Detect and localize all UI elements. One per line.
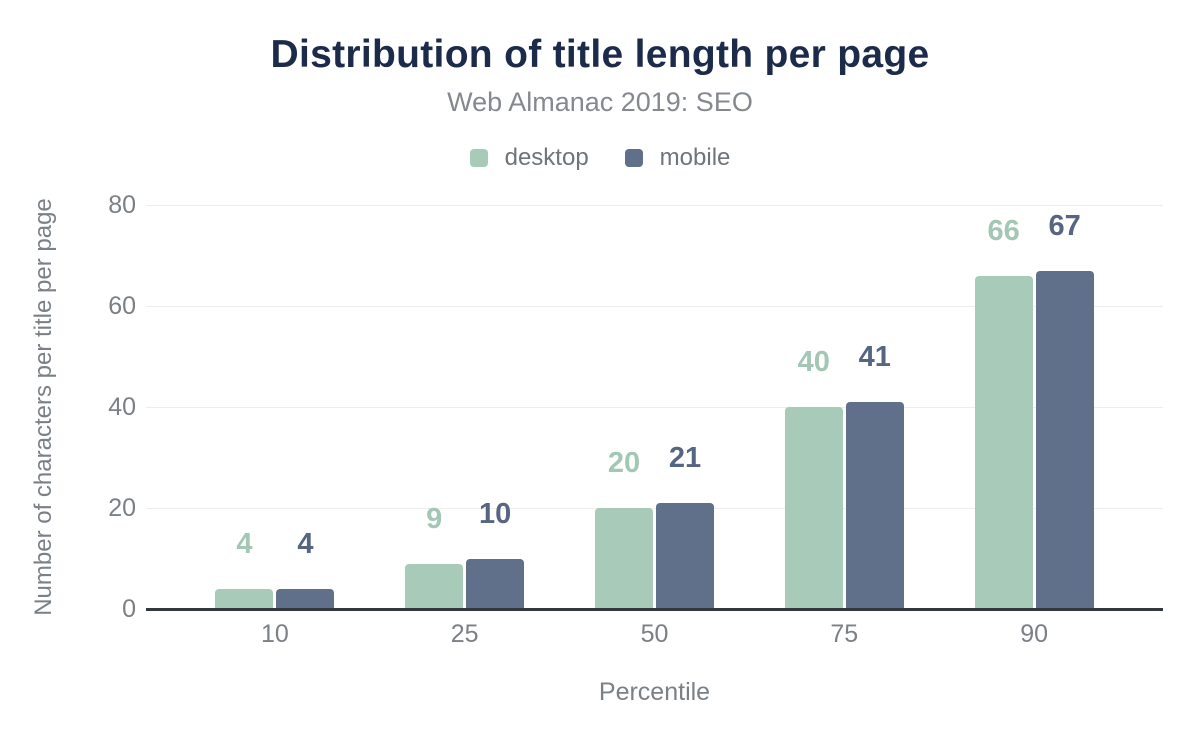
chart-subtitle: Web Almanac 2019: SEO xyxy=(447,87,753,117)
bar-value-label: 4 xyxy=(236,527,253,560)
y-tick-label: 60 xyxy=(108,292,136,320)
bar-value-label: 21 xyxy=(668,441,702,474)
x-axis-baseline xyxy=(146,608,1163,611)
bar-mobile-p10[interactable] xyxy=(276,588,335,609)
bar-group-75: 40 41 xyxy=(784,205,904,609)
gridline xyxy=(146,507,1163,509)
bar-value-label: 40 xyxy=(797,346,830,378)
x-axis-title: Percentile xyxy=(598,678,711,706)
bar-mobile-p25[interactable] xyxy=(466,558,525,609)
chart-title: Distribution of title length per page xyxy=(270,33,930,76)
y-tick-label: 20 xyxy=(108,494,136,522)
bar-value-label: 41 xyxy=(858,340,891,373)
bar-value-label: 4 xyxy=(297,527,314,560)
plot-area: 4 4 9 10 20 21 40 41 66 67 xyxy=(146,204,1163,611)
x-tick-label: 90 xyxy=(1020,620,1048,648)
chart-legend: desktop mobile xyxy=(0,144,1200,172)
bar-desktop-p50[interactable] xyxy=(595,508,653,609)
gridline xyxy=(146,406,1163,408)
x-tick-label: 10 xyxy=(260,620,289,648)
x-tick-label: 75 xyxy=(830,620,859,648)
bar-group-25: 9 10 xyxy=(405,205,525,609)
bar-group-50: 20 21 xyxy=(595,205,714,609)
gridline xyxy=(146,305,1163,307)
bar-desktop-p25[interactable] xyxy=(405,563,464,609)
bar-value-label: 20 xyxy=(607,447,641,479)
desktop-series-label: desktop xyxy=(504,144,589,171)
bar-group-90: 66 67 xyxy=(974,205,1094,609)
bar-value-label: 66 xyxy=(987,214,1020,247)
legend-item-desktop[interactable]: desktop xyxy=(469,144,589,172)
x-tick-label: 50 xyxy=(640,620,669,648)
y-tick-label: 0 xyxy=(122,595,136,623)
bar-mobile-p75[interactable] xyxy=(845,401,904,609)
bar-mobile-p90[interactable] xyxy=(1035,270,1094,609)
gridline xyxy=(146,204,1163,206)
legend-item-mobile[interactable]: mobile xyxy=(624,144,731,172)
bar-desktop-p75[interactable] xyxy=(784,407,843,609)
x-tick-label: 25 xyxy=(450,620,479,648)
mobile-series-label: mobile xyxy=(659,144,731,171)
bar-mobile-p50[interactable] xyxy=(656,502,714,609)
y-tick-label: 80 xyxy=(108,191,136,219)
bar-value-label: 67 xyxy=(1048,209,1081,242)
bar-desktop-p10[interactable] xyxy=(215,588,274,609)
mobile-series-swatch xyxy=(624,149,643,167)
bar-desktop-p90[interactable] xyxy=(974,275,1033,609)
y-tick-label: 40 xyxy=(108,393,136,421)
bar-value-label: 9 xyxy=(426,502,443,535)
bar-value-label: 10 xyxy=(479,497,512,530)
desktop-series-swatch xyxy=(469,149,488,167)
